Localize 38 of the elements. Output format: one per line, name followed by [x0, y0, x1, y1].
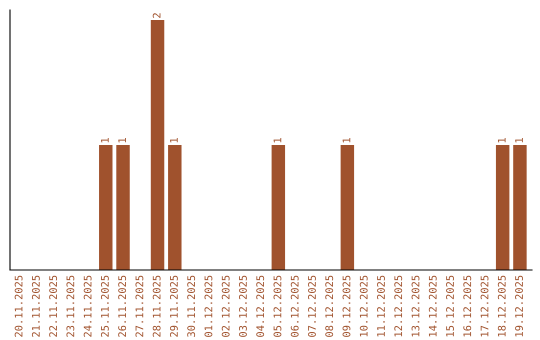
- x-tick-label: 28.11.2025: [152, 276, 161, 337]
- data-label: 1: [118, 138, 126, 142]
- x-tick-label: 20.11.2025: [14, 276, 23, 337]
- x-tick-label: 14.12.2025: [428, 276, 437, 336]
- data-label: 2: [152, 13, 160, 18]
- data-label: 1: [170, 138, 178, 142]
- x-tick-label: 05.12.2025: [274, 276, 282, 337]
- data-label: 1: [101, 138, 109, 142]
- x-tick-label: 07.12.2025: [308, 276, 316, 337]
- data-label: 1: [342, 138, 350, 142]
- x-tick-label: 03.12.2025: [238, 276, 247, 337]
- data-label: 1: [498, 138, 506, 142]
- x-tick-label: 18.12.2025: [498, 276, 506, 336]
- x-tick-label: 23.11.2025: [66, 276, 74, 337]
- x-tick-label: 10.12.2025: [360, 276, 368, 336]
- x-tick-label: 26.11.2025: [118, 276, 126, 337]
- x-tick-label: 22.11.2025: [49, 276, 58, 337]
- x-tick-label: 04.12.2025: [256, 276, 264, 337]
- x-tick-label: 02.12.2025: [222, 276, 230, 337]
- x-tick-label: 30.11.2025: [187, 276, 196, 337]
- x-tick-label: 19.12.2025: [515, 276, 523, 336]
- x-tick-label: 16.12.2025: [463, 276, 472, 336]
- x-tick-label: 17.12.2025: [480, 276, 488, 336]
- x-tick-label: 21.11.2025: [32, 276, 40, 337]
- x-tick-label: 11.12.2025: [377, 276, 385, 336]
- x-tick-label: 24.11.2025: [84, 276, 92, 337]
- x-tick-label: 13.12.2025: [412, 276, 420, 336]
- x-tick-label: 29.11.2025: [170, 276, 178, 337]
- x-tick-label: 15.12.2025: [446, 276, 454, 336]
- x-tick-label: 25.11.2025: [100, 276, 109, 337]
- x-tick-label: 27.11.2025: [135, 276, 144, 337]
- data-label: 1: [515, 138, 523, 142]
- x-tick-label: 09.12.2025: [342, 276, 350, 337]
- x-tick-label: 12.12.2025: [394, 276, 402, 336]
- x-tick-label: 08.12.2025: [325, 276, 334, 337]
- x-tick-label: 06.12.2025: [290, 276, 299, 337]
- x-tick-label: 01.12.2025: [204, 276, 212, 337]
- data-label: 1: [274, 138, 282, 142]
